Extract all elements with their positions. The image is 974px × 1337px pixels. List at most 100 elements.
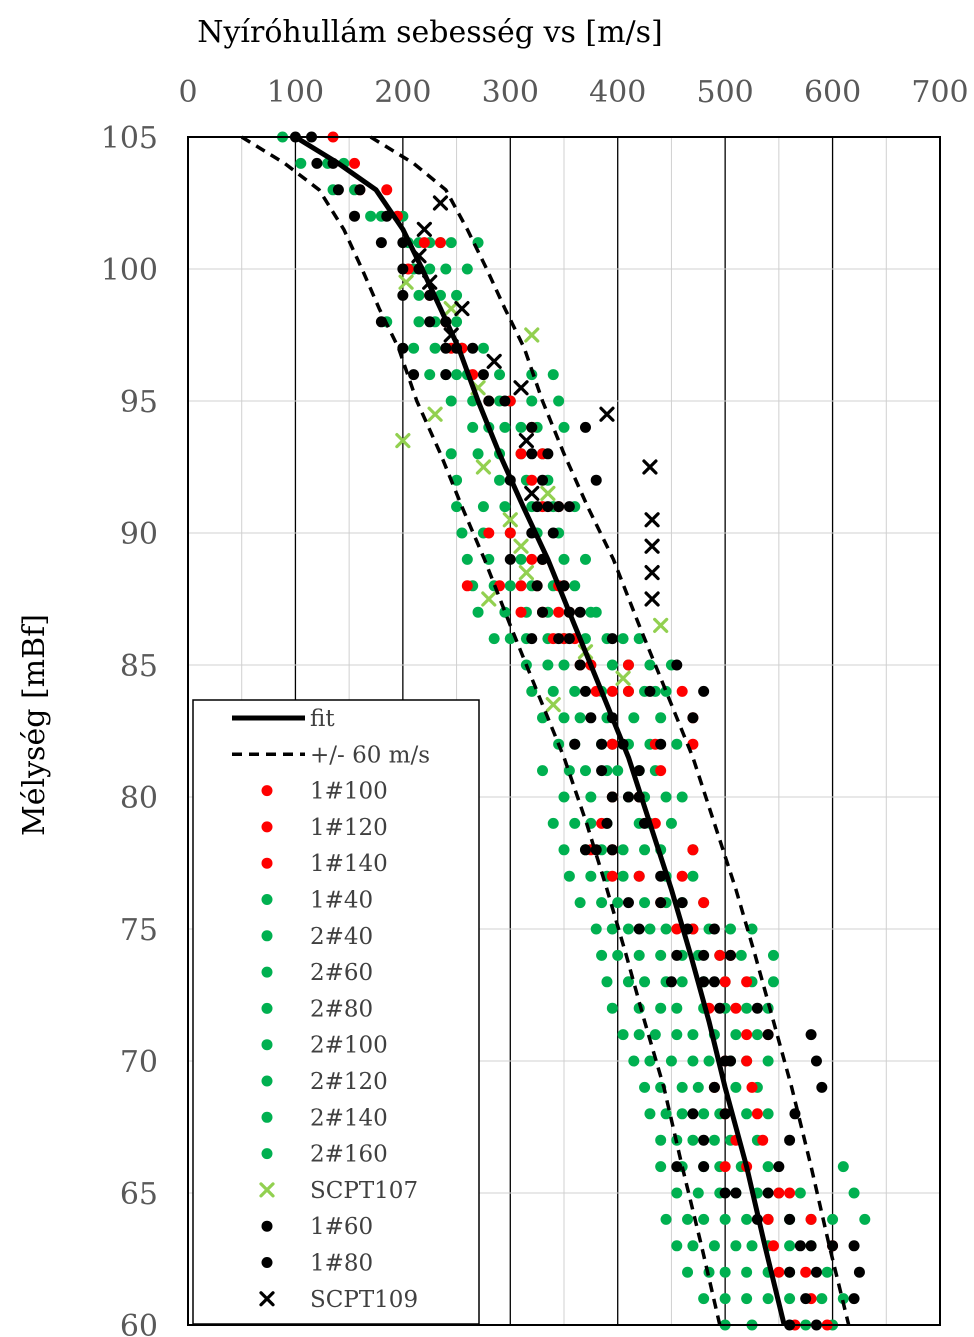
data-point-black bbox=[784, 1266, 796, 1278]
data-point-black bbox=[725, 1055, 737, 1067]
data-point-green bbox=[413, 289, 425, 301]
data-point-red bbox=[655, 765, 667, 777]
data-point-green bbox=[574, 712, 586, 724]
data-point-green bbox=[762, 1161, 774, 1173]
data-point-green bbox=[617, 1029, 629, 1041]
data-point-black bbox=[848, 1293, 860, 1305]
data-point-green bbox=[499, 606, 511, 618]
data-point-black bbox=[655, 738, 667, 750]
data-point-red bbox=[741, 976, 753, 988]
data-point-green bbox=[601, 976, 613, 988]
cross-stroke bbox=[644, 564, 660, 581]
legend: fit +/- 60 m/s 1#100 1#120 1#140 1#40 2#40 2#60… bbox=[192, 699, 480, 1325]
data-point-green bbox=[671, 738, 683, 750]
data-point-scpt107 bbox=[513, 538, 529, 554]
data-point-green bbox=[515, 553, 527, 565]
data-point-green bbox=[821, 1266, 833, 1278]
x-tick-labels: 0 100 200 300 400 500 600 700 bbox=[178, 75, 968, 110]
data-point-green bbox=[816, 1293, 828, 1305]
data-point-red bbox=[719, 1161, 731, 1173]
legend-label: 1#80 bbox=[310, 1251, 373, 1277]
data-point-green bbox=[660, 1213, 672, 1225]
x-tick-label: 400 bbox=[589, 75, 646, 110]
data-point-red bbox=[515, 580, 527, 592]
data-point-green bbox=[682, 1266, 694, 1278]
data-point-black bbox=[622, 897, 634, 909]
y-tick-label: 65 bbox=[120, 1177, 158, 1212]
data-point-green bbox=[563, 870, 575, 882]
data-point-green bbox=[558, 421, 570, 433]
data-point-black bbox=[805, 1029, 817, 1041]
data-point-green bbox=[644, 1055, 656, 1067]
legend-marker bbox=[261, 966, 273, 978]
data-point-black bbox=[408, 369, 420, 381]
data-point-black bbox=[784, 1213, 796, 1225]
x-tick-label: 200 bbox=[374, 75, 431, 110]
data-point-scpt109 bbox=[432, 195, 449, 211]
data-point-black bbox=[537, 606, 549, 618]
data-point-green bbox=[741, 1293, 753, 1305]
legend-marker bbox=[261, 1220, 273, 1232]
data-point-green bbox=[445, 237, 457, 249]
data-point-red bbox=[553, 606, 565, 618]
data-point-green bbox=[596, 949, 608, 961]
legend-marker bbox=[261, 821, 273, 833]
data-point-scpt107 bbox=[398, 274, 414, 290]
legend-label: +/- 60 m/s bbox=[310, 742, 430, 768]
data-point-green bbox=[655, 1002, 667, 1014]
band-line bbox=[369, 135, 851, 1326]
legend-label: 1#120 bbox=[310, 815, 388, 841]
data-point-black bbox=[810, 1055, 822, 1067]
data-point-black bbox=[596, 765, 608, 777]
data-point-green bbox=[585, 870, 597, 882]
data-point-scpt107 bbox=[615, 670, 631, 686]
legend-label: 2#100 bbox=[310, 1033, 388, 1059]
data-point-black bbox=[848, 1240, 860, 1252]
data-point-red bbox=[773, 1266, 785, 1278]
data-point-green bbox=[644, 1108, 656, 1120]
data-point-green bbox=[424, 369, 436, 381]
data-point-black bbox=[585, 712, 597, 724]
y-tick-label: 80 bbox=[120, 781, 158, 816]
data-point-red bbox=[434, 237, 446, 249]
legend-marker bbox=[261, 1111, 273, 1123]
data-point-green bbox=[639, 897, 651, 909]
data-point-green bbox=[547, 369, 559, 381]
data-point-green bbox=[612, 897, 624, 909]
data-point-scpt109 bbox=[644, 538, 660, 554]
data-point-green bbox=[687, 1134, 699, 1146]
data-point-black bbox=[687, 712, 699, 724]
data-point-red bbox=[622, 659, 634, 671]
data-point-green bbox=[504, 580, 516, 592]
x-tick-label: 100 bbox=[267, 75, 324, 110]
data-point-green bbox=[741, 1266, 753, 1278]
cross-stroke bbox=[599, 406, 615, 422]
data-point-green bbox=[762, 1293, 774, 1305]
legend-label: 2#80 bbox=[310, 996, 373, 1022]
data-point-green bbox=[703, 1055, 715, 1067]
data-point-green bbox=[698, 1213, 710, 1225]
data-point-black bbox=[606, 844, 618, 856]
data-point-red bbox=[676, 685, 688, 697]
data-point-green bbox=[708, 1134, 720, 1146]
data-point-red bbox=[349, 157, 361, 169]
data-point-green bbox=[445, 395, 457, 407]
data-point-green bbox=[440, 263, 452, 275]
y-tick-label: 100 bbox=[101, 253, 158, 288]
data-point-red bbox=[800, 1266, 812, 1278]
data-point-green bbox=[590, 606, 602, 618]
data-point-scpt109 bbox=[644, 564, 660, 581]
data-point-black bbox=[762, 1029, 774, 1041]
data-point-green bbox=[639, 976, 651, 988]
data-point-green bbox=[837, 1293, 849, 1305]
data-point-red bbox=[483, 527, 495, 539]
data-point-green bbox=[687, 1029, 699, 1041]
data-point-black bbox=[397, 263, 409, 275]
data-point-scpt109 bbox=[518, 433, 535, 449]
data-point-green bbox=[676, 1108, 688, 1120]
data-point-black bbox=[440, 369, 452, 381]
data-point-scpt109 bbox=[416, 221, 432, 237]
data-point-green bbox=[687, 1240, 699, 1252]
data-point-scpt107 bbox=[481, 591, 497, 607]
legend-marker bbox=[261, 1039, 273, 1051]
